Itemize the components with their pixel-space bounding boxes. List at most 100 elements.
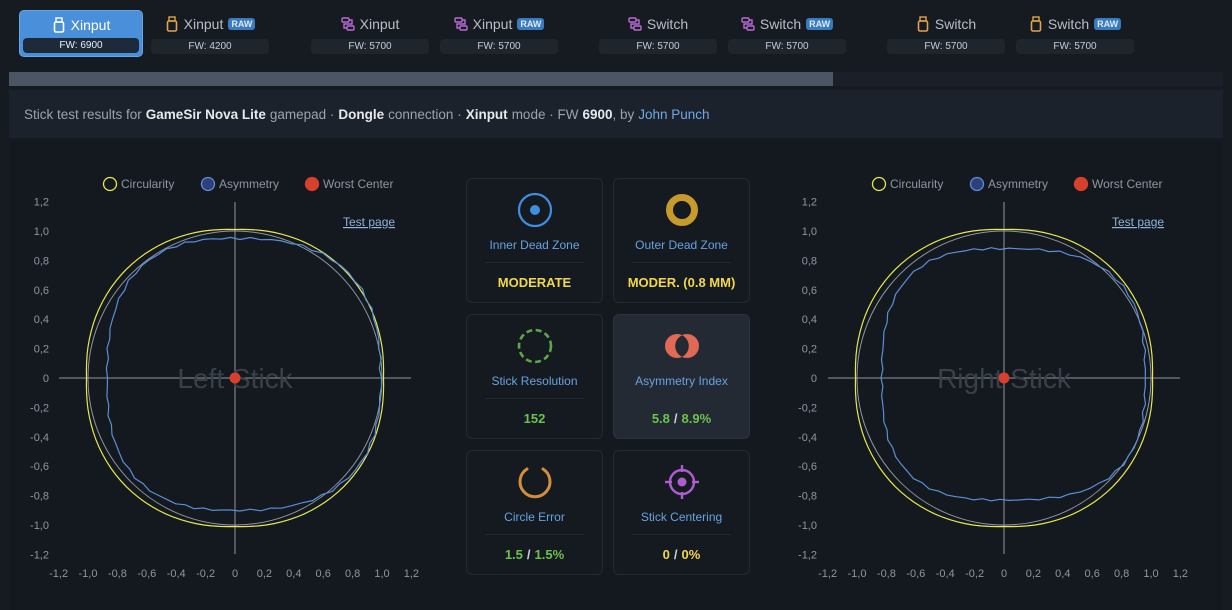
x-tick-label: 0,4 (1055, 568, 1070, 580)
outer-dead-zone-primary-value: MODER. (0.8 MM) (627, 275, 736, 290)
right-stick-plot: Circularity Asymmetry Worst Center Test pag… (798, 176, 1188, 580)
tab-switch-4[interactable]: Switch FW: 5700 (596, 10, 720, 57)
card-divider (485, 534, 584, 535)
asymmetry-index-label: Asymmetry Index (635, 374, 728, 388)
circle-error-icon (518, 467, 551, 499)
outer-dead-zone-value: MODER. (0.8 MM) (614, 275, 749, 290)
stick-resolution-value: 152 (467, 411, 602, 426)
tab-switch-raw-5[interactable]: Switch RAW FW: 5700 (725, 10, 849, 57)
y-tick-label: 1,0 (34, 226, 49, 238)
asymmetry-index-primary-value: 5.8 (651, 411, 670, 426)
legend-asymmetry-marker (200, 176, 216, 192)
stick-resolution-card[interactable]: Stick Resolution 152 (466, 314, 603, 439)
dongle-icon (1030, 16, 1042, 32)
y-tick-label: 0,6 (802, 285, 817, 297)
tab-firmware: FW: 5700 (728, 39, 846, 54)
reference-circle (856, 230, 1152, 526)
legend-worst-center-marker (1073, 176, 1089, 192)
y-tick-label: 0,2 (802, 344, 817, 356)
tab-xinput-0[interactable]: Xinput FW: 6900 (19, 10, 143, 57)
tab-label: Switch (759, 16, 802, 32)
tab-firmware: FW: 6900 (23, 38, 139, 53)
tab-firmware: FW: 5700 (599, 39, 717, 54)
legend-asymmetry: Asymmetry (988, 177, 1048, 191)
connection-type: Dongle (338, 106, 385, 122)
legend-circularity-marker (102, 176, 118, 192)
x-tick-label: 1,0 (1143, 568, 1158, 580)
y-tick-label: 0,6 (34, 285, 49, 297)
tab-label: Switch (1047, 16, 1090, 32)
x-tick-label: 0,2 (1026, 568, 1041, 580)
stick-centering-separator: / (673, 547, 678, 562)
legend-worst-center: Worst Center (323, 177, 393, 191)
tab-xinput-raw-1[interactable]: Xinput RAW FW: 4200 (148, 10, 272, 57)
stick-resolution-icon (517, 328, 552, 364)
x-tick-label: 1,0 (374, 568, 389, 580)
x-tick-label: -0,8 (108, 568, 127, 580)
tab-header: Xinput (308, 16, 432, 32)
x-tick-label: 1,2 (1173, 568, 1188, 580)
x-tick-label: -1,2 (49, 568, 68, 580)
legend-circularity: Circularity (121, 177, 174, 191)
asymmetry-index-card[interactable]: Asymmetry Index 5.8/8.9% (613, 314, 750, 439)
x-tick-label: 0,4 (286, 568, 301, 580)
circle-error-separator: / (526, 547, 531, 562)
tab-header: Xinput RAW (437, 16, 561, 32)
asymmetry-outline (105, 236, 383, 512)
dongle-icon (917, 16, 929, 32)
test-page-link[interactable]: Test page (1112, 215, 1164, 229)
dongle-icon (166, 16, 177, 32)
stick-centering-label: Stick Centering (640, 510, 723, 524)
circle-error-label: Circle Error (504, 510, 565, 524)
mode-tabs: Xinput FW: 6900 Xinput RAW FW: 4200 Xinput FW:… (0, 0, 1232, 66)
x-tick-label: -0,8 (877, 568, 896, 580)
tab-firmware: FW: 5700 (887, 39, 1005, 54)
tabs-scroll-track[interactable] (833, 72, 1223, 86)
summary-connection-suffix: connection · (388, 106, 462, 122)
y-tick-label: -1,0 (30, 520, 49, 532)
author-link[interactable]: John Punch (638, 106, 710, 122)
tab-switch-6[interactable]: Switch FW: 5700 (884, 10, 1008, 57)
tabs-scrollbar[interactable] (9, 72, 833, 86)
x-tick-label: -1,0 (848, 568, 867, 580)
x-tick-label: -0,6 (906, 568, 925, 580)
stick-centering-card[interactable]: Stick Centering 0/0% (613, 450, 750, 575)
circle-error-secondary-value: 1.5% (534, 547, 565, 562)
cable-icon (453, 17, 468, 31)
cable-icon (628, 17, 642, 31)
outer-dead-zone-card[interactable]: Outer Dead Zone MODER. (0.8 MM) (613, 178, 750, 303)
raw-badge: RAW (228, 18, 256, 30)
asymmetry-index-secondary-value: 8.9% (681, 411, 712, 426)
device-name: GameSir Nova Lite (145, 106, 266, 122)
asymmetry-outline (880, 247, 1147, 502)
y-tick-label: 0,2 (34, 344, 49, 356)
tab-label: Xinput (472, 16, 513, 32)
x-tick-label: -1,0 (79, 568, 98, 580)
tab-switch-raw-7[interactable]: Switch RAW FW: 5700 (1013, 10, 1137, 57)
y-tick-label: -0,4 (798, 432, 817, 444)
x-tick-label: -0,6 (137, 568, 156, 580)
x-tick-label: 0 (232, 568, 238, 580)
y-tick-label: 0 (43, 373, 49, 385)
legend-asymmetry: Asymmetry (219, 177, 279, 191)
legend-circularity-marker (871, 176, 887, 192)
tab-xinput-2[interactable]: Xinput FW: 5700 (308, 10, 432, 57)
tab-xinput-raw-3[interactable]: Xinput RAW FW: 5700 (437, 10, 561, 57)
inner-dead-zone-card[interactable]: Inner Dead Zone MODERATE (466, 178, 603, 303)
y-tick-label: -0,8 (798, 491, 817, 503)
x-tick-label: -1,2 (818, 568, 837, 580)
tab-header: Switch (884, 16, 1008, 32)
test-page-link[interactable]: Test page (343, 215, 395, 229)
outer-dead-zone-label: Outer Dead Zone (635, 238, 728, 252)
y-tick-label: 0 (811, 373, 817, 385)
y-tick-label: -0,2 (30, 402, 49, 414)
card-divider (632, 398, 731, 399)
tab-label: Xinput (70, 17, 111, 33)
circle-error-card[interactable]: Circle Error 1.5/1.5% (466, 450, 603, 575)
y-tick-label: -0,4 (30, 432, 49, 444)
tab-firmware: FW: 5700 (1016, 39, 1134, 54)
asymmetry-index-separator: / (673, 411, 678, 426)
x-tick-label: -0,2 (196, 568, 215, 580)
y-tick-label: -1,0 (798, 520, 817, 532)
dongle-icon (53, 17, 64, 33)
